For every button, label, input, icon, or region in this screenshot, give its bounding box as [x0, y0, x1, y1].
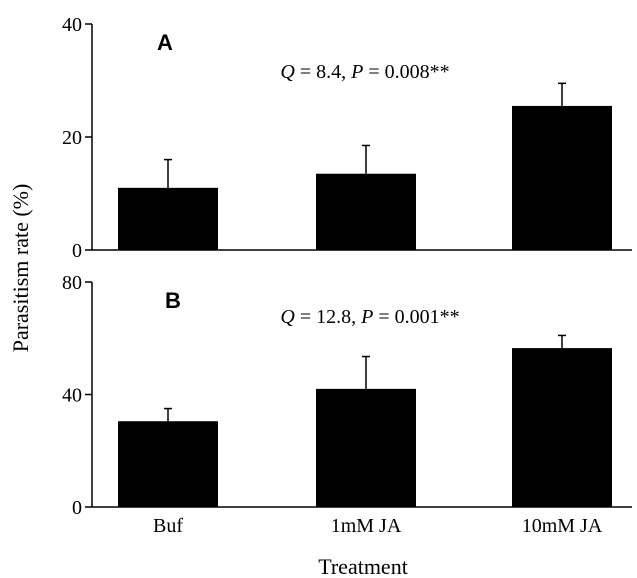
- y-tick-label: 20: [62, 127, 82, 149]
- y-tick-label: 0: [72, 240, 82, 262]
- y-tick-label: 0: [72, 497, 82, 519]
- y-tick-label: 40: [62, 385, 82, 407]
- stat-text: = 0.001**: [373, 306, 459, 328]
- chart-panel-a: 0 20 40 A Q = 8.4, P = 0.008**: [62, 14, 632, 262]
- stat-text: = 8.4,: [295, 61, 351, 83]
- stat-symbol: P: [360, 306, 373, 328]
- y-axis-label: Parasitism rate (%): [8, 184, 33, 353]
- y-tick-label: 80: [62, 272, 82, 294]
- stat-text: = 12.8,: [295, 306, 361, 328]
- chart-panels: 0 20 40 A Q = 8.4, P = 0.008** 0 40 80 B Q = 12.8…: [62, 14, 632, 537]
- stat-text: = 0.008**: [363, 61, 449, 83]
- panel-label: A: [157, 30, 173, 55]
- stat-symbol: P: [350, 61, 363, 83]
- stat-annotation: Q = 12.8, P = 0.001**: [280, 306, 459, 328]
- x-tick-label: Buf: [153, 515, 183, 537]
- chart-panel-b: 0 40 80 B Q = 12.8, P = 0.001** Buf 1mM JA 10mM…: [62, 272, 632, 537]
- bar: [512, 105, 612, 250]
- y-tick-label: 40: [62, 14, 82, 36]
- bar: [118, 187, 218, 250]
- stat-annotation: Q = 8.4, P = 0.008**: [280, 61, 449, 83]
- stat-symbol: Q: [280, 61, 295, 83]
- x-axis-label: Treatment: [318, 554, 408, 578]
- bar: [512, 348, 612, 507]
- panel-label: B: [165, 288, 181, 313]
- bar: [316, 388, 416, 507]
- x-tick-label: 10mM JA: [522, 515, 603, 537]
- bar: [316, 173, 416, 250]
- stat-symbol: Q: [280, 306, 295, 328]
- bar: [118, 421, 218, 507]
- x-tick-label: 1mM JA: [331, 515, 402, 537]
